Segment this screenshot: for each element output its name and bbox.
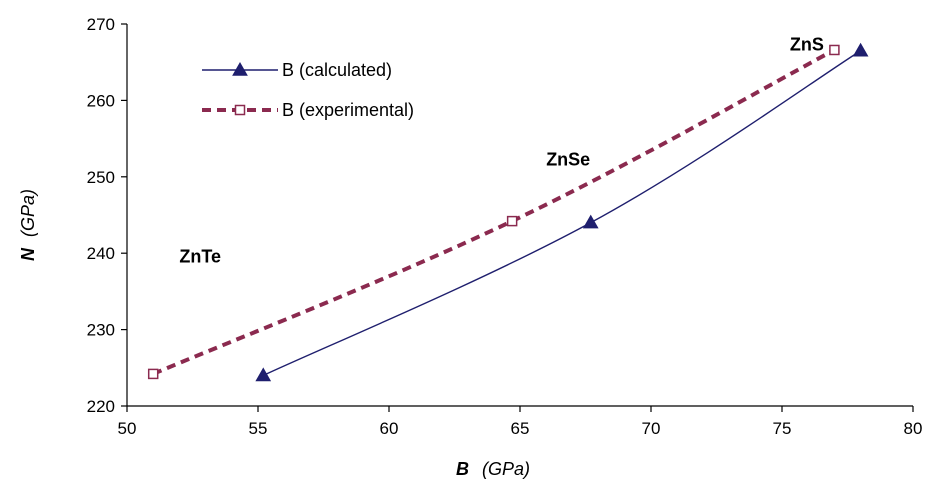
y-tick-label: 260 — [87, 91, 115, 110]
x-tick-label: 60 — [380, 419, 399, 438]
annotation-label: ZnTe — [179, 246, 221, 266]
series-calculated — [255, 42, 869, 382]
y-tick-label: 270 — [87, 15, 115, 34]
y-tick-label: 250 — [87, 168, 115, 187]
annotations: ZnS ZnSe ZnTe — [179, 35, 823, 267]
legend-item: B (calculated) — [202, 60, 392, 80]
legend: B (calculated) B (experimental) — [202, 60, 414, 120]
data-point — [582, 214, 599, 229]
x-axis-title: B (GPa) — [456, 459, 530, 479]
x-tick-label: 55 — [249, 419, 268, 438]
data-point — [255, 367, 272, 382]
data-point — [829, 44, 840, 56]
axes — [121, 23, 914, 412]
series-line — [152, 48, 836, 376]
annotation-label: ZnSe — [546, 149, 590, 169]
y-tick-label: 230 — [87, 321, 115, 340]
y-axis-title-unit: (GPa) — [18, 189, 38, 237]
x-axis-title-main: B — [456, 459, 469, 479]
series-experimental — [147, 44, 840, 380]
x-axis-title-unit: (GPa) — [482, 459, 530, 479]
data-point — [506, 215, 518, 227]
y-tick-label: 220 — [87, 397, 115, 416]
x-tick-label: 50 — [118, 419, 137, 438]
y-axis-title-main: N — [18, 247, 38, 261]
x-tick-label: 65 — [511, 419, 530, 438]
data-point — [852, 42, 869, 57]
annotation-label: ZnS — [790, 35, 824, 55]
y-axis-title: N (GPa) — [18, 189, 38, 261]
legend-item: B (experimental) — [202, 100, 414, 120]
x-tick-label: 80 — [904, 419, 923, 438]
tick-labels: 220 230 240 250 260 270 50 55 60 65 70 75 80 — [87, 15, 923, 438]
series-group — [147, 42, 869, 382]
data-point — [147, 368, 159, 380]
x-tick-label: 75 — [773, 419, 792, 438]
legend-label: B (calculated) — [282, 60, 392, 80]
x-tick-label: 70 — [642, 419, 661, 438]
legend-marker — [234, 104, 246, 116]
y-tick-label: 240 — [87, 244, 115, 263]
legend-label: B (experimental) — [282, 100, 414, 120]
legend-marker — [232, 61, 248, 76]
